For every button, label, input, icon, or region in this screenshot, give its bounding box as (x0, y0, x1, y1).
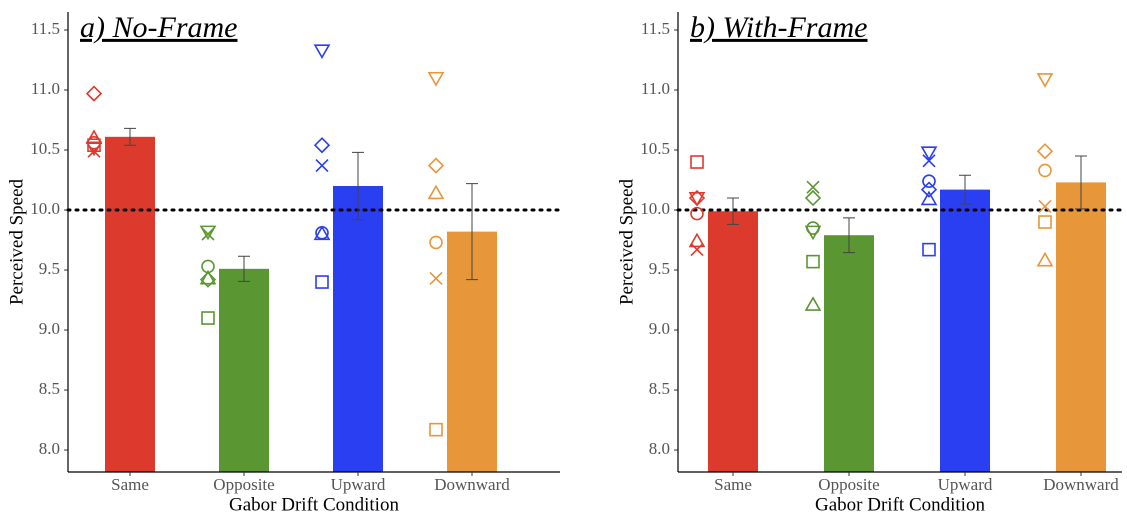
point (315, 226, 329, 240)
x-tick-label: Upward (938, 475, 993, 494)
point (690, 155, 704, 169)
point (199, 225, 217, 241)
error-bar (238, 255, 250, 282)
point (688, 191, 706, 207)
point (690, 206, 704, 221)
point (201, 311, 215, 325)
point (427, 184, 445, 200)
point (688, 232, 706, 248)
y-axis-title: Perceived Speed (616, 178, 637, 305)
point (920, 190, 938, 206)
y-tick-label: 11.5 (31, 19, 60, 38)
point (1036, 143, 1054, 160)
y-tick-label: 8.0 (649, 439, 670, 458)
point (806, 254, 820, 269)
point (920, 181, 938, 198)
error-bar (466, 183, 478, 281)
point (313, 44, 331, 60)
y-tick-label: 10.5 (640, 139, 670, 158)
y-tick-label: 9.0 (39, 319, 60, 338)
x-tick-label: Same (714, 475, 752, 494)
point (429, 271, 443, 285)
bar (1056, 182, 1106, 472)
point (427, 157, 445, 174)
x-tick-label: Downward (434, 475, 510, 494)
bar (219, 268, 269, 472)
point (427, 71, 445, 87)
y-tick-label: 8.5 (649, 379, 670, 398)
point (201, 259, 215, 274)
point (806, 221, 820, 235)
x-tick-label: Same (111, 475, 149, 494)
point (429, 235, 443, 250)
x-tick-label: Downward (1043, 475, 1119, 494)
y-tick-label: 8.5 (39, 379, 60, 398)
point (85, 85, 103, 102)
point (1038, 163, 1052, 178)
chart-title: a) No-Frame (80, 11, 237, 44)
error-bar (1075, 155, 1087, 210)
error-bar (959, 174, 971, 205)
y-tick-label: 9.0 (649, 319, 670, 338)
error-bar (124, 127, 136, 146)
point (199, 269, 217, 285)
y-tick-label: 10.0 (640, 199, 670, 218)
x-tick-label: Opposite (213, 475, 274, 494)
point (804, 296, 822, 311)
point (315, 159, 329, 173)
point (1038, 215, 1052, 229)
y-tick-label: 10.0 (30, 199, 60, 218)
bar (940, 189, 990, 472)
point (313, 137, 331, 154)
point (922, 154, 936, 168)
error-bar (727, 197, 739, 225)
x-axis-title: Gabor Drift Condition (815, 494, 985, 514)
error-bar (843, 217, 855, 254)
point (922, 242, 936, 257)
point (922, 174, 936, 189)
point (1036, 73, 1054, 88)
y-tick-label: 11.0 (641, 79, 670, 98)
point (690, 243, 704, 257)
x-axis-title: Gabor Drift Condition (229, 494, 399, 514)
x-tick-label: Upward (331, 475, 386, 494)
error-bar (352, 151, 364, 221)
bar (708, 211, 758, 472)
point (920, 146, 938, 162)
y-tick-label: 10.5 (30, 139, 60, 158)
bar (333, 186, 383, 472)
y-axis-title: Perceived Speed (6, 178, 27, 305)
point (1036, 251, 1054, 267)
point (429, 422, 443, 437)
y-tick-label: 11.0 (31, 79, 60, 98)
point (806, 180, 820, 194)
y-tick-label: 8.0 (39, 439, 60, 458)
y-tick-label: 9.5 (39, 259, 60, 278)
point (315, 275, 329, 289)
point (804, 189, 822, 207)
bar (824, 235, 874, 472)
chart-title: b) With-Frame (690, 11, 867, 44)
y-tick-label: 9.5 (649, 259, 670, 278)
point (201, 227, 215, 241)
bar (105, 136, 155, 472)
point (87, 138, 101, 153)
y-tick-label: 11.5 (641, 19, 670, 38)
point (1038, 199, 1052, 213)
x-tick-label: Opposite (818, 475, 879, 494)
point (199, 271, 217, 288)
